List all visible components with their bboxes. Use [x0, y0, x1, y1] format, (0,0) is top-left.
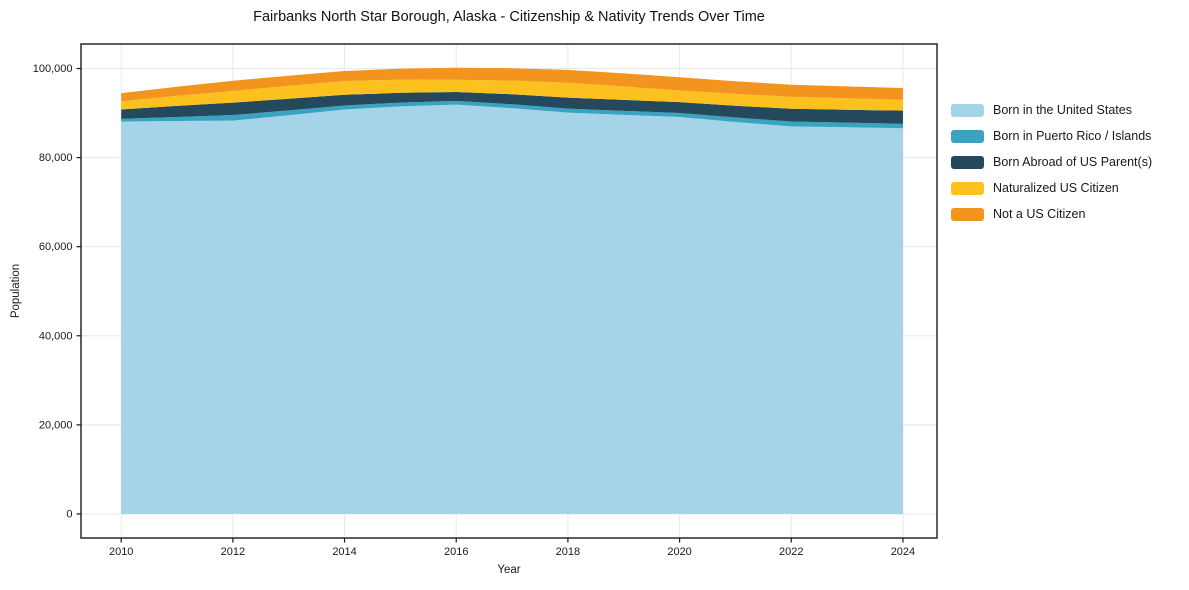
x-tick-label: 2018	[556, 546, 580, 558]
legend-swatch-icon	[951, 155, 984, 169]
x-tick-label: 2022	[779, 546, 803, 558]
x-tick-label: 2014	[332, 546, 356, 558]
x-tick-label: 2024	[891, 546, 915, 558]
legend-swatch-icon	[951, 129, 984, 143]
legend-swatch-icon	[951, 207, 984, 221]
legend-label: Born in Puerto Rico / Islands	[993, 129, 1152, 143]
legend-label: Born Abroad of US Parent(s)	[993, 155, 1153, 169]
legend-swatch-icon	[951, 181, 984, 195]
plot-frame	[80, 43, 938, 539]
legend-label: Not a US Citizen	[993, 207, 1086, 221]
x-tick-label: 2010	[109, 546, 133, 558]
legend: Born in the United States Born in Puerto …	[951, 102, 1152, 222]
y-tick-label: 60,000	[39, 241, 73, 253]
legend-label: Born in the United States	[993, 103, 1132, 117]
legend-swatch-icon	[951, 103, 984, 117]
y-tick-label: 0	[66, 508, 72, 520]
x-axis-label: Year	[497, 564, 521, 576]
chart-title: Fairbanks North Star Borough, Alaska - C…	[253, 9, 765, 25]
legend-item-not-a-us-citizen: Not a US Citizen	[951, 206, 1152, 222]
y-tick-label: 100,000	[33, 63, 73, 75]
legend-label: Naturalized US Citizen	[993, 181, 1119, 195]
legend-item-naturalized-us-citizen: Naturalized US Citizen	[951, 180, 1152, 196]
area-born-abroad-of-us-parent-s	[121, 91, 903, 124]
y-axis-label: Population	[10, 263, 22, 319]
legend-item-born-abroad-of-us-parent-s: Born Abroad of US Parent(s)	[951, 154, 1152, 170]
area-born-in-the-united-states	[121, 104, 903, 514]
x-tick-label: 2016	[444, 546, 468, 558]
y-tick-label: 20,000	[39, 419, 73, 431]
legend-item-born-in-puerto-rico-islands: Born in Puerto Rico / Islands	[951, 128, 1152, 144]
x-tick-label: 2020	[667, 546, 691, 558]
y-tick-label: 80,000	[39, 152, 73, 164]
y-tick-label: 40,000	[39, 330, 73, 342]
area-born-in-puerto-rico-islands	[121, 100, 903, 129]
x-tick-label: 2012	[221, 546, 245, 558]
area-naturalized-us-citizen	[121, 79, 903, 111]
area-not-a-us-citizen	[121, 67, 903, 102]
legend-item-born-in-the-united-states: Born in the United States	[951, 102, 1152, 118]
